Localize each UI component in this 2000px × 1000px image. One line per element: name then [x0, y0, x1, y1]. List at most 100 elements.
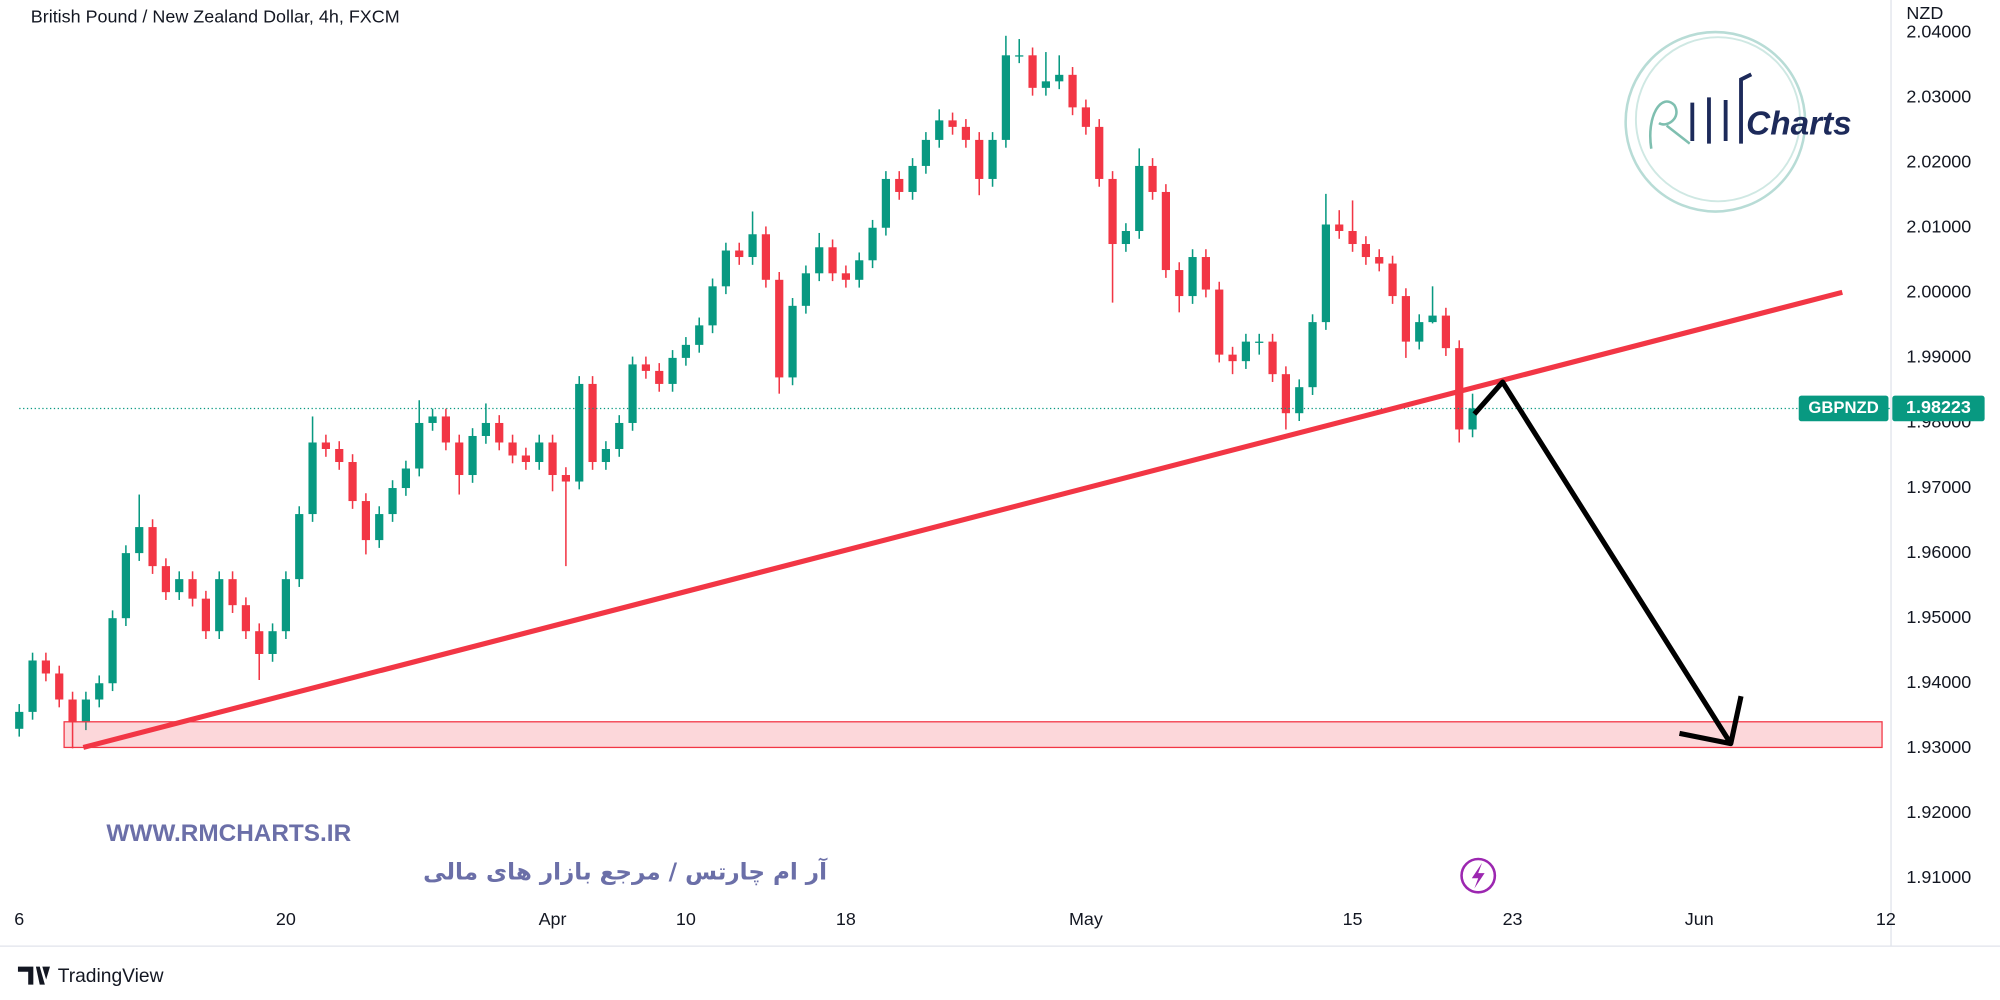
candle-body [775, 279, 784, 378]
y-tick-label: 1.99000 [1906, 347, 1971, 367]
candle-body [455, 442, 464, 476]
x-tick-label: Jun [1685, 909, 1714, 929]
footer[interactable]: TradingView [17, 966, 164, 987]
watermark-url: WWW.RMCHARTS.IR [106, 820, 351, 847]
candle-body [1015, 55, 1024, 57]
candle-body [588, 383, 597, 463]
events-icon[interactable] [1460, 857, 1497, 894]
candle-body [81, 699, 90, 723]
candle-body [615, 422, 624, 449]
y-unit: NZD [1906, 3, 1943, 23]
candle-body [1095, 126, 1104, 179]
candle-body [161, 566, 170, 593]
candle-body [961, 126, 971, 140]
candle-body [321, 442, 330, 449]
candle-body [1268, 341, 1277, 375]
candle-body [641, 364, 650, 371]
candle-body [68, 699, 77, 723]
candle-body [1241, 341, 1250, 362]
candle-body [601, 448, 610, 463]
candle-body [748, 234, 757, 258]
candle-body [108, 618, 117, 684]
candle-body [1415, 322, 1424, 342]
candle-body [201, 598, 210, 632]
candle-body [268, 631, 277, 654]
plot-area [15, 35, 1892, 749]
price-tag: 1.98223 [1906, 397, 1971, 417]
candle-body [895, 178, 904, 192]
candle-body [55, 673, 64, 700]
candle-body [1161, 191, 1170, 271]
candle-body [535, 442, 544, 463]
candle-body [1335, 224, 1344, 232]
y-tick-label: 2.01000 [1906, 216, 1971, 236]
y-tick-label: 1.92000 [1906, 802, 1971, 822]
candle-body [388, 488, 397, 515]
candle-body [1001, 55, 1011, 140]
support-zone[interactable] [63, 721, 1883, 749]
candle-body [188, 579, 197, 599]
candle-body [668, 357, 677, 384]
x-tick-label: 18 [836, 909, 856, 929]
candle-body [841, 273, 850, 280]
candle-body [521, 455, 530, 463]
y-tick-label: 1.93000 [1906, 737, 1971, 757]
symbol-tag: GBPNZD [1808, 398, 1878, 417]
candle-body [255, 631, 264, 654]
x-tick-label: 20 [276, 909, 296, 929]
candle-body [855, 260, 864, 280]
candle-body [1321, 224, 1330, 323]
candle-body [695, 325, 704, 345]
candle-body [1041, 81, 1050, 88]
candle-body [508, 442, 517, 456]
candle-body [868, 227, 877, 261]
candle-body [1028, 55, 1037, 88]
candle-body [228, 579, 237, 606]
y-tick-label: 1.94000 [1906, 672, 1971, 692]
brand-logo [17, 966, 51, 985]
trend-line[interactable] [82, 289, 1843, 750]
candle-body [975, 139, 984, 179]
candle-body [1215, 289, 1224, 355]
logo-text: Charts [1746, 105, 1852, 142]
candle-body [1148, 165, 1157, 192]
symbol-tag-bg [1798, 395, 1889, 422]
candle-body [548, 442, 557, 476]
logo: Charts [1624, 30, 1852, 213]
y-tick-label: 1.95000 [1906, 607, 1971, 627]
candle-body [1121, 231, 1130, 245]
candle-body [681, 344, 690, 358]
candle-body [801, 273, 811, 306]
candle-body [1228, 354, 1237, 362]
y-tick-label: 2.03000 [1906, 86, 1971, 106]
candle-body [1108, 178, 1117, 245]
candle-body [375, 514, 384, 541]
x-tick-label: Apr [539, 909, 567, 929]
candle-body [721, 250, 731, 287]
candle-body [1081, 107, 1090, 127]
candle-body [1388, 263, 1397, 297]
candle-body [428, 416, 437, 423]
x-tick-label: 23 [1503, 909, 1523, 929]
candle-body [655, 370, 664, 384]
x-tick-label: 10 [676, 909, 696, 929]
candle-body [1441, 315, 1450, 349]
x-tick-label: 15 [1343, 909, 1363, 929]
brand-name: TradingView [58, 966, 164, 987]
icon-bolt [1471, 862, 1485, 889]
candle-body [348, 462, 357, 502]
candle-body [41, 660, 50, 674]
candle-body [1135, 165, 1144, 232]
candle-body [1201, 257, 1211, 290]
candle-body [708, 286, 717, 326]
y-tick-label: 1.97000 [1906, 477, 1971, 497]
projection-arrow[interactable] [1472, 379, 1733, 745]
candle-body [1255, 341, 1264, 343]
x-tick-label: 6 [14, 909, 24, 929]
candle-body [175, 579, 184, 593]
candle-body [575, 383, 584, 482]
candle-body [1055, 74, 1064, 82]
candle-body [135, 527, 144, 554]
candle-body [1068, 74, 1077, 108]
